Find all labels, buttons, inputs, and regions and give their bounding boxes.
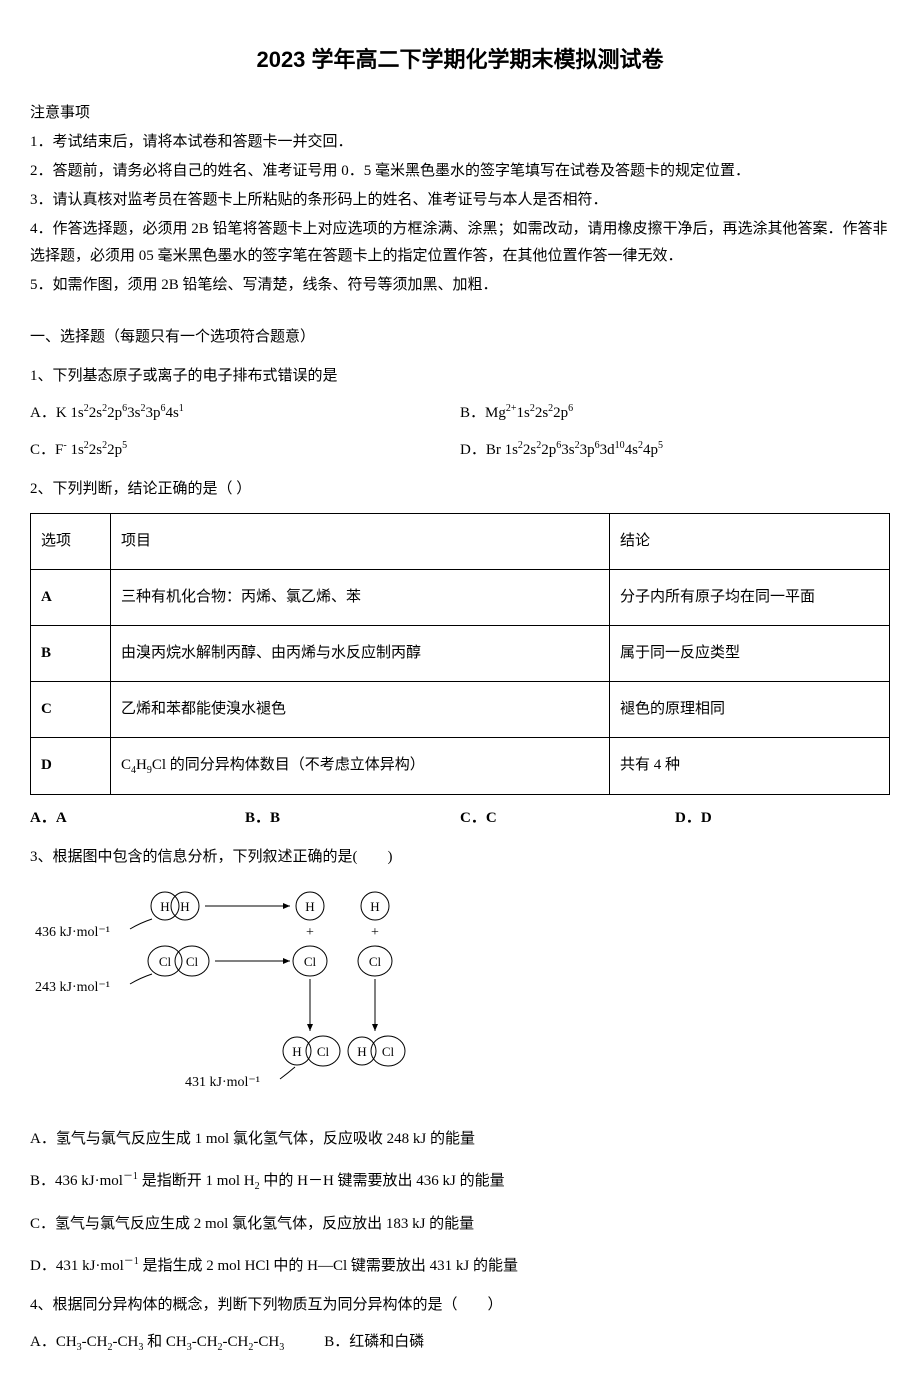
hcl-h-2: H bbox=[357, 1044, 366, 1059]
notice-item-5: 5．如需作图，须用 2B 铅笔绘、写清楚，线条、符号等须加黑、加粗． bbox=[30, 272, 890, 299]
cl-atom-3: Cl bbox=[304, 954, 317, 969]
q3-diagram: H H H H 436 kJ·mol⁻¹ + + Cl Cl Cl Cl 243… bbox=[30, 881, 890, 1111]
q2-option-b: B．B bbox=[245, 805, 460, 832]
q2-options: A．A B．B C．C D．D bbox=[30, 805, 890, 832]
hcl-h-1: H bbox=[292, 1044, 301, 1059]
notice-item-4: 4．作答选择题，必须用 2B 铅笔将答题卡上对应选项的方框涂满、涂黑；如需改动，… bbox=[30, 216, 890, 270]
q1-b-prefix: B．Mg bbox=[460, 405, 506, 421]
q3-d-suffix: 是指生成 2 mol HCl 中的 H—Cl 键需要放出 431 kJ 的能量 bbox=[139, 1258, 518, 1274]
q1-option-c: C．F- 1s22s22p5 bbox=[30, 437, 460, 464]
h-atom-3: H bbox=[305, 899, 314, 914]
cell-a-concl: 分子内所有原子均在同一平面 bbox=[610, 569, 890, 625]
q2-table: 选项 项目 结论 A 三种有机化合物：丙烯、氯乙烯、苯 分子内所有原子均在同一平… bbox=[30, 513, 890, 795]
q1-options-row2: C．F- 1s22s22p5 D．Br 1s22s22p63s23p63d104… bbox=[30, 437, 890, 464]
cl-atom-4: Cl bbox=[369, 954, 382, 969]
question-3-text: 3、根据图中包含的信息分析，下列叙述正确的是( ) bbox=[30, 844, 890, 871]
energy-diagram-svg: H H H H 436 kJ·mol⁻¹ + + Cl Cl Cl Cl 243… bbox=[30, 881, 430, 1101]
cell-a-item: 三种有机化合物：丙烯、氯乙烯、苯 bbox=[111, 569, 610, 625]
th-conclusion: 结论 bbox=[610, 513, 890, 569]
clcl-energy-label: 243 kJ·mol⁻¹ bbox=[35, 980, 110, 995]
q1-options-row1: A．K 1s22s22p63s23p64s1 B．Mg2+1s22s22p6 bbox=[30, 400, 890, 427]
hh-energy-label: 436 kJ·mol⁻¹ bbox=[35, 925, 110, 940]
cell-c-opt: C bbox=[31, 681, 111, 737]
notice-item-2: 2．答题前，请务必将自己的姓名、准考证号用 0．5 毫米黑色墨水的签字笔填写在试… bbox=[30, 158, 890, 185]
cell-b-opt: B bbox=[31, 625, 111, 681]
table-row-d: D C4H9Cl 的同分异构体数目（不考虑立体异构） 共有 4 种 bbox=[31, 737, 890, 794]
q4-option-b: B．红磷和白磷 bbox=[324, 1329, 424, 1357]
h-atom-1: H bbox=[160, 899, 169, 914]
q4-option-a: A．CH3-CH2-CH3 和 CH3-CH2-CH2-CH3 bbox=[30, 1329, 284, 1357]
notice-item-1: 1．考试结束后，请将本试卷和答题卡一并交回． bbox=[30, 129, 890, 156]
section-1-header: 一、选择题（每题只有一个选项符合题意） bbox=[30, 324, 890, 351]
hcl-cl-1: Cl bbox=[317, 1044, 330, 1059]
q3-option-a: A．氢气与氯气反应生成 1 mol 氯化氢气体，反应吸收 248 kJ 的能量 bbox=[30, 1126, 890, 1153]
question-4-text: 4、根据同分异构体的概念，判断下列物质互为同分异构体的是（ ） bbox=[30, 1292, 890, 1319]
cell-a-opt: A bbox=[31, 569, 111, 625]
table-header-row: 选项 项目 结论 bbox=[31, 513, 890, 569]
table-row-c: C 乙烯和苯都能使溴水褪色 褪色的原理相同 bbox=[31, 681, 890, 737]
q1-option-b: B．Mg2+1s22s22p6 bbox=[460, 400, 890, 427]
q1-b-mid: 1s bbox=[516, 405, 529, 421]
cell-d-item: C4H9Cl 的同分异构体数目（不考虑立体异构） bbox=[111, 737, 610, 794]
h-atom-4: H bbox=[370, 899, 379, 914]
page-title: 2023 学年高二下学期化学期末模拟测试卷 bbox=[30, 40, 890, 80]
table-row-a: A 三种有机化合物：丙烯、氯乙烯、苯 分子内所有原子均在同一平面 bbox=[31, 569, 890, 625]
q2-option-a: A．A bbox=[30, 805, 245, 832]
hcl-energy-label: 431 kJ·mol⁻¹ bbox=[185, 1075, 260, 1090]
q3-option-d: D．431 kJ·mol－1 是指生成 2 mol HCl 中的 H—Cl 键需… bbox=[30, 1253, 890, 1280]
q1-c-mid: 1s bbox=[67, 442, 84, 458]
q1-a-text: A．K 1s bbox=[30, 405, 84, 421]
cell-c-concl: 褪色的原理相同 bbox=[610, 681, 890, 737]
notice-header: 注意事项 bbox=[30, 100, 890, 127]
q2-option-d: D．D bbox=[675, 805, 890, 832]
notice-item-3: 3．请认真核对监考员在答题卡上所粘贴的条形码上的姓名、准考证号与本人是否相符． bbox=[30, 187, 890, 214]
cell-d-opt: D bbox=[31, 737, 111, 794]
q3-option-c: C．氢气与氯气反应生成 2 mol 氯化氢气体，反应放出 183 kJ 的能量 bbox=[30, 1211, 890, 1238]
q1-d-prefix: D．Br 1s bbox=[460, 442, 518, 458]
q1-c-prefix: C．F bbox=[30, 442, 63, 458]
cl-atom-2: Cl bbox=[186, 954, 199, 969]
svg-text:+: + bbox=[371, 925, 379, 940]
h-atom-2: H bbox=[180, 899, 189, 914]
cl-atom-1: Cl bbox=[159, 954, 172, 969]
q3-b-mid1: 是指断开 1 mol H bbox=[138, 1173, 255, 1189]
q3-b-mid2: 中的 H－H 键需要放出 436 kJ 的能量 bbox=[260, 1173, 505, 1189]
q3-b-prefix: B．436 kJ·mol bbox=[30, 1173, 123, 1189]
table-row-b: B 由溴丙烷水解制丙醇、由丙烯与水反应制丙醇 属于同一反应类型 bbox=[31, 625, 890, 681]
cell-d-concl: 共有 4 种 bbox=[610, 737, 890, 794]
th-item: 项目 bbox=[111, 513, 610, 569]
question-2-text: 2、下列判断，结论正确的是（ ） bbox=[30, 476, 890, 503]
q1-option-a: A．K 1s22s22p63s23p64s1 bbox=[30, 400, 460, 427]
q3-d-prefix: D．431 kJ·mol bbox=[30, 1258, 124, 1274]
svg-text:+: + bbox=[306, 925, 314, 940]
q1-option-d: D．Br 1s22s22p63s23p63d104s24p5 bbox=[460, 437, 890, 464]
hcl-cl-2: Cl bbox=[382, 1044, 395, 1059]
th-option: 选项 bbox=[31, 513, 111, 569]
question-1-text: 1、下列基态原子或离子的电子排布式错误的是 bbox=[30, 363, 890, 390]
q3-option-b: B．436 kJ·mol－1 是指断开 1 mol H2 中的 H－H 键需要放… bbox=[30, 1168, 890, 1196]
cell-b-item: 由溴丙烷水解制丙醇、由丙烯与水反应制丙醇 bbox=[111, 625, 610, 681]
cell-c-item: 乙烯和苯都能使溴水褪色 bbox=[111, 681, 610, 737]
q2-option-c: C．C bbox=[460, 805, 675, 832]
q4-options-row: A．CH3-CH2-CH3 和 CH3-CH2-CH2-CH3 B．红磷和白磷 bbox=[30, 1329, 890, 1357]
cell-b-concl: 属于同一反应类型 bbox=[610, 625, 890, 681]
q4-a-prefix: A．CH bbox=[30, 1334, 77, 1350]
